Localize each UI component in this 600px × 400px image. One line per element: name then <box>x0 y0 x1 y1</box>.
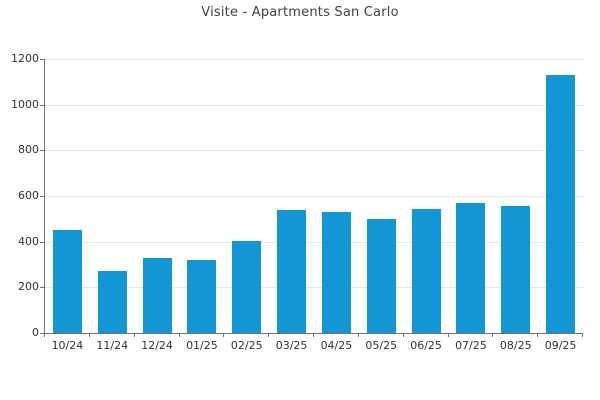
x-tick-label: 10/24 <box>51 339 84 352</box>
x-tick-label: 02/25 <box>230 339 263 352</box>
bar-09/25 <box>546 74 576 333</box>
x-tick-mark <box>133 334 135 337</box>
bar-06/25 <box>411 208 441 333</box>
y-tick-label: 0 <box>32 326 39 339</box>
x-tick-label: 08/25 <box>499 339 532 352</box>
y-tick-mark <box>40 333 44 334</box>
bar-07/25 <box>456 202 486 333</box>
y-tick-mark <box>40 196 44 197</box>
x-tick-mark <box>402 334 404 337</box>
y-tick-label: 200 <box>18 280 39 294</box>
bar-02/25 <box>232 240 262 333</box>
y-tick-label: 1200 <box>11 52 39 65</box>
gridline-y-200 <box>45 287 583 289</box>
x-tick-label: 03/25 <box>275 339 308 352</box>
x-tick-label: 09/25 <box>544 339 577 352</box>
y-tick-label: 400 <box>18 234 39 248</box>
x-tick-label: 01/25 <box>186 339 218 352</box>
x-tick-mark <box>492 334 494 337</box>
x-tick-label: 05/25 <box>365 339 398 352</box>
bar-05/25 <box>366 218 396 333</box>
x-tick-label: 07/25 <box>455 339 487 352</box>
x-axis-line <box>44 333 583 334</box>
y-axis-line <box>44 59 45 333</box>
y-tick-mark <box>40 241 44 243</box>
x-tick-mark <box>582 334 583 337</box>
bar-01/25 <box>187 259 217 333</box>
x-tick-label: 11/24 <box>96 339 129 352</box>
x-tick-mark <box>357 334 359 337</box>
x-tick-label: 04/25 <box>320 339 353 352</box>
x-tick-mark <box>537 334 539 337</box>
y-tick-label: 600 <box>18 189 39 202</box>
gridline-y-1000 <box>45 104 583 106</box>
x-tick-label: 06/25 <box>410 339 442 352</box>
bar-10/24 <box>52 230 82 333</box>
bar-11/24 <box>97 271 127 333</box>
bar-04/25 <box>321 211 351 333</box>
gridline-y-600 <box>45 196 583 197</box>
bar-03/25 <box>277 209 307 333</box>
y-tick-mark <box>40 150 44 152</box>
x-tick-mark <box>88 334 90 337</box>
x-tick-mark <box>447 334 449 337</box>
y-tick-mark <box>40 104 44 106</box>
x-tick-mark <box>178 334 180 337</box>
bar-08/25 <box>501 206 531 333</box>
y-tick-label: 800 <box>18 143 39 157</box>
x-tick-mark <box>223 334 225 337</box>
x-tick-mark <box>268 334 270 337</box>
gridline-y-800 <box>45 150 583 152</box>
plot-area <box>44 59 583 334</box>
y-tick-mark <box>40 59 44 60</box>
chart-title: Visite - Apartments San Carlo <box>201 5 399 20</box>
x-tick-mark <box>313 334 314 337</box>
bar-12/24 <box>142 257 172 333</box>
x-tick-label: 12/24 <box>141 339 173 352</box>
gridline-y-400 <box>45 241 583 243</box>
y-tick-label: 1000 <box>11 97 39 111</box>
gridline-y-1200 <box>45 59 583 60</box>
x-tick-mark <box>44 334 45 337</box>
y-tick-mark <box>40 287 44 289</box>
